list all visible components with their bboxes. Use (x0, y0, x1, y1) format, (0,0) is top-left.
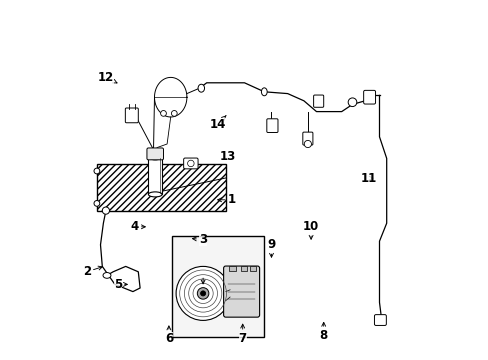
Circle shape (176, 266, 230, 320)
Bar (97, 164, 226, 211)
Bar (241, 266, 247, 271)
Text: 12: 12 (98, 71, 117, 84)
Circle shape (197, 288, 208, 299)
FancyBboxPatch shape (374, 315, 386, 325)
Bar (229, 266, 235, 271)
Text: 3: 3 (192, 233, 207, 246)
Circle shape (171, 111, 177, 116)
Circle shape (304, 140, 311, 148)
FancyBboxPatch shape (125, 108, 138, 123)
Circle shape (94, 201, 100, 206)
Ellipse shape (261, 88, 266, 96)
Ellipse shape (198, 84, 204, 92)
Text: 1: 1 (217, 193, 236, 206)
FancyBboxPatch shape (266, 119, 277, 132)
Circle shape (160, 111, 166, 116)
Text: 9: 9 (267, 238, 275, 257)
FancyBboxPatch shape (223, 266, 259, 317)
Text: 8: 8 (319, 323, 327, 342)
Text: 14: 14 (209, 116, 225, 131)
Text: 5: 5 (113, 278, 127, 291)
Ellipse shape (148, 153, 162, 160)
Text: 7: 7 (238, 324, 246, 345)
Text: 2: 2 (82, 265, 102, 278)
Circle shape (102, 207, 109, 214)
Text: 10: 10 (303, 220, 319, 239)
Circle shape (200, 291, 205, 296)
FancyBboxPatch shape (363, 90, 375, 104)
Circle shape (347, 98, 356, 107)
Text: 11: 11 (360, 172, 376, 185)
Text: 13: 13 (220, 150, 236, 163)
FancyBboxPatch shape (302, 132, 312, 145)
Bar (172, 236, 264, 337)
FancyBboxPatch shape (146, 148, 163, 160)
Text: 4: 4 (130, 220, 145, 233)
FancyBboxPatch shape (313, 95, 323, 107)
Circle shape (94, 168, 100, 174)
Bar (249, 266, 256, 271)
Text: 6: 6 (164, 326, 173, 345)
FancyBboxPatch shape (183, 158, 198, 169)
Bar (148, 157, 162, 194)
Ellipse shape (148, 192, 162, 197)
Ellipse shape (103, 273, 111, 278)
